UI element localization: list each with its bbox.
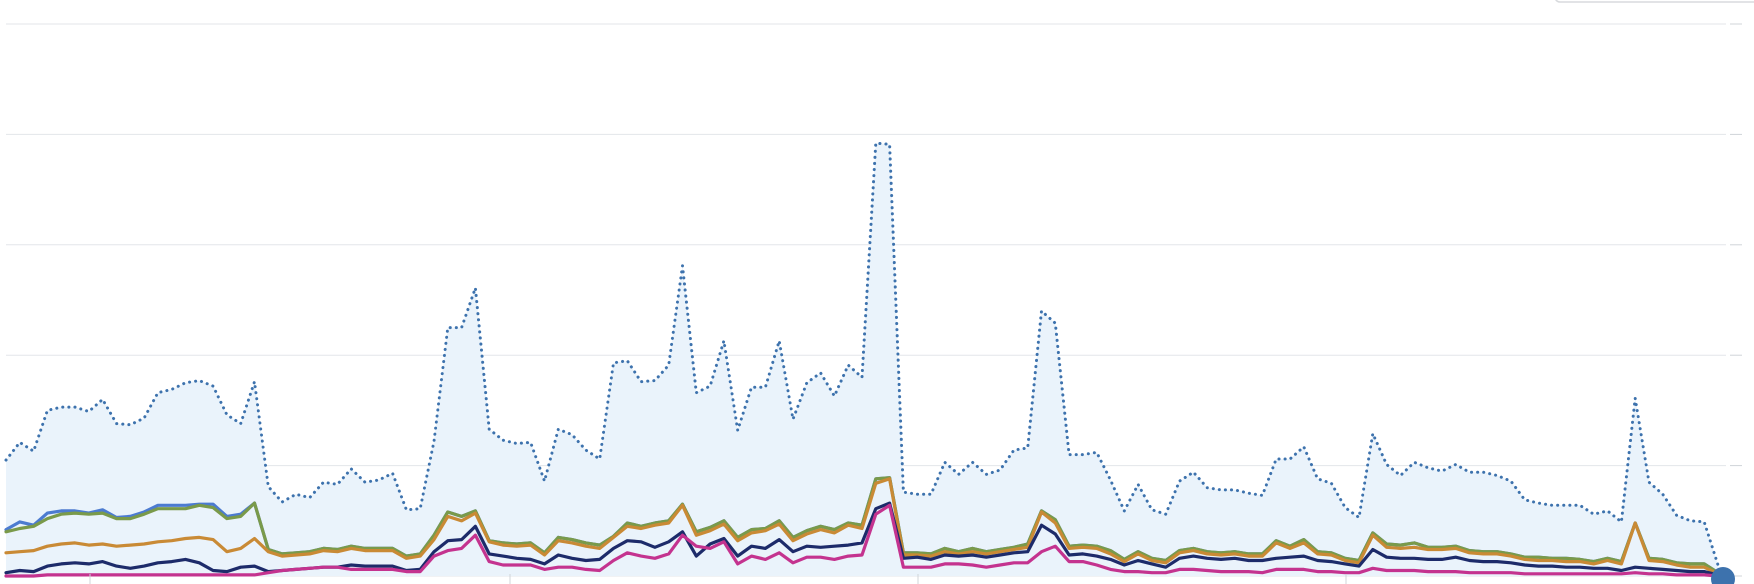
series-line-5[interactable] [4,503,1720,578]
series-lines [4,141,1720,578]
axis-ticks [89,574,1347,584]
scroll-handle[interactable] [1711,567,1735,584]
range-selector-corner[interactable] [1555,0,1754,3]
series-line-3[interactable] [4,477,1720,576]
series-line-0[interactable] [4,141,1720,567]
series-area-0 [6,143,1718,576]
area-fills [6,143,1718,576]
